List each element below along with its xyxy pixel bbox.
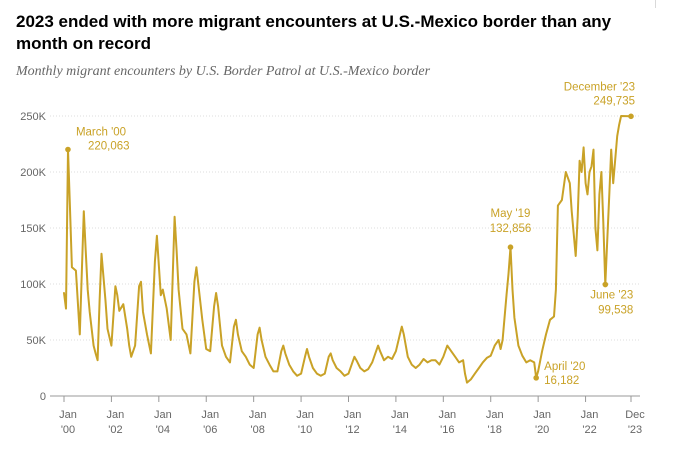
annotation-label-value: 16,182 — [544, 375, 579, 387]
x-tick-label-year: '08 — [250, 424, 264, 436]
x-tick-label-month: Jan — [486, 409, 504, 421]
chart-subtitle: Monthly migrant encounters by U.S. Borde… — [16, 64, 431, 79]
x-tick-label-year: '20 — [535, 424, 549, 436]
x-tick-label-month: Jan — [391, 409, 409, 421]
y-tick-label: 100K — [20, 279, 46, 291]
y-tick-label: 0 — [40, 391, 46, 403]
x-tick-label-year: '10 — [298, 424, 312, 436]
annotation-label-date: June '23 — [590, 290, 633, 302]
x-tick-label-month: Jan — [296, 409, 314, 421]
annotation-label-date: April '20 — [544, 361, 585, 373]
y-axis-ticks: 0 50K 100K 150K 200K 250K — [20, 111, 46, 403]
annotation-dot — [507, 244, 514, 251]
y-tick-label: 200K — [20, 167, 46, 179]
annotation-label-value: 132,856 — [490, 223, 532, 235]
x-tick-label-year: '18 — [488, 424, 502, 436]
x-tick-label-month: Jan — [154, 409, 172, 421]
x-tick-label-year: '00 — [61, 424, 75, 436]
x-tick-label-month: Jan — [249, 409, 267, 421]
x-tick-label-month: Jan — [344, 409, 362, 421]
x-tick-label-year: '16 — [440, 424, 454, 436]
x-tick-label-month: Jan — [201, 409, 219, 421]
annotation-dot — [628, 113, 634, 120]
x-axis: Jan '00 Jan '02 Jan '04 Jan '06 Jan '08 Jan '10 Jan '… — [50, 395, 645, 436]
annotation-dot — [602, 281, 609, 288]
annotation-label-value: 249,735 — [593, 95, 635, 107]
x-tick-label-month: Dec — [625, 409, 645, 421]
x-tick-label-year: '22 — [582, 424, 596, 436]
x-tick-label-month: Jan — [59, 409, 77, 421]
x-tick-label-month: Jan — [438, 409, 456, 421]
annotation-label-date: December '23 — [564, 81, 635, 93]
y-tick-label: 50K — [26, 335, 46, 347]
x-tick-label-year: '04 — [156, 424, 170, 436]
x-tick-label-year: '14 — [393, 424, 407, 436]
annotation-label-value: 99,538 — [598, 305, 633, 317]
x-tick-label-month: Jan — [581, 409, 599, 421]
x-tick-label-year: '02 — [108, 424, 122, 436]
x-tick-label-year: '06 — [203, 424, 217, 436]
gridlines — [50, 115, 640, 341]
annotation-label-date: May '19 — [491, 208, 531, 220]
y-tick-label: 250K — [20, 111, 46, 123]
top-divider — [655, 0, 656, 8]
x-tick-label-year: '12 — [345, 424, 359, 436]
x-tick-label-year: '23 — [628, 424, 642, 436]
series-line — [63, 115, 632, 384]
annotation-dot — [533, 375, 539, 381]
x-tick-label-month: Jan — [107, 409, 125, 421]
series-line-path — [63, 115, 632, 384]
annotation-label-date: March '00 — [76, 127, 126, 139]
chart-title: 2023 ended with more migrant encounters … — [16, 12, 612, 53]
annotations: March '00 220,063 May '19 132,856 April '20 1… — [65, 81, 635, 387]
annotation-dot — [65, 146, 71, 153]
x-tick-label-month: Jan — [533, 409, 551, 421]
annotation-label-value: 220,063 — [88, 141, 130, 153]
y-tick-label: 150K — [20, 223, 46, 235]
